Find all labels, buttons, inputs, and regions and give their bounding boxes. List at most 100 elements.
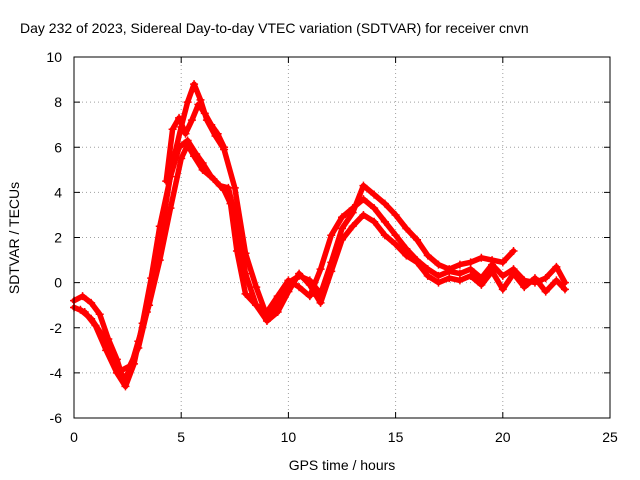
- data-point: [434, 260, 443, 269]
- x-tick-labels: 0 5 10 15 20 25: [70, 429, 618, 445]
- data-point: [305, 276, 314, 285]
- y-tick-label: -6: [50, 410, 63, 426]
- data-point: [241, 249, 250, 258]
- data-point: [520, 283, 529, 292]
- y-tick-label: 4: [54, 184, 62, 200]
- data-point: [196, 95, 205, 104]
- series-line: [77, 81, 517, 374]
- data-point: [220, 143, 229, 152]
- data-point: [142, 307, 151, 316]
- chart-title: Day 232 of 2023, Sidereal Day-to-day VTE…: [20, 20, 529, 36]
- data-point: [327, 231, 336, 240]
- data-point: [284, 278, 293, 287]
- data-point: [192, 150, 201, 159]
- data-point: [207, 120, 216, 129]
- data-point: [445, 274, 454, 283]
- data-point: [194, 100, 203, 109]
- data-point: [151, 265, 160, 274]
- data-point: [498, 271, 507, 280]
- y-tick-label: -2: [50, 320, 63, 336]
- data-point: [125, 362, 134, 371]
- data-point: [380, 231, 389, 240]
- x-tick-label: 15: [388, 429, 404, 445]
- data-point: [391, 240, 400, 249]
- y-tick-label: 8: [54, 94, 62, 110]
- data-point: [413, 258, 422, 267]
- data-point: [370, 190, 379, 199]
- data-point: [391, 210, 400, 219]
- data-point: [87, 298, 96, 307]
- data-point: [183, 98, 192, 107]
- data-point: [168, 125, 177, 134]
- data-point: [338, 213, 346, 222]
- data-point: [488, 256, 497, 265]
- series-4: [162, 100, 229, 186]
- data-point: [117, 366, 126, 375]
- data-point: [121, 382, 130, 391]
- axis-ticks: [73, 56, 611, 419]
- data-point: [95, 310, 104, 319]
- x-tick-label: 25: [602, 429, 618, 445]
- x-tick-label: 20: [495, 429, 511, 445]
- data-point: [348, 222, 357, 231]
- data-point: [466, 258, 475, 267]
- series-3: [76, 80, 518, 375]
- data-point: [455, 269, 464, 278]
- y-tick-label: 0: [54, 275, 62, 291]
- data-point: [97, 330, 106, 339]
- y-axis-label: SDTVAR / TECUs: [6, 182, 22, 294]
- data-point: [466, 265, 475, 274]
- data-point: [560, 285, 569, 294]
- data-point: [316, 289, 325, 298]
- data-point: [295, 271, 304, 280]
- data-point: [198, 159, 207, 168]
- data-point: [423, 271, 432, 280]
- data-point: [359, 181, 368, 190]
- data-point: [509, 247, 518, 256]
- y-tick-labels: -6 -4 -2 0 2 4 6 8 10: [46, 49, 62, 426]
- data-point: [273, 301, 282, 310]
- data-point: [230, 183, 239, 192]
- data-point: [455, 276, 464, 285]
- data-point: [187, 116, 196, 125]
- data-point: [434, 278, 443, 287]
- series-layer: [70, 80, 569, 391]
- data-point: [241, 269, 250, 278]
- data-point: [76, 305, 85, 314]
- data-point: [112, 368, 121, 377]
- data-point: [413, 235, 422, 244]
- y-tick-label: 10: [46, 49, 62, 65]
- data-point: [466, 271, 475, 280]
- data-point: [530, 274, 539, 283]
- data-point: [162, 177, 171, 186]
- data-point: [434, 271, 443, 280]
- data-point: [391, 231, 400, 240]
- data-point: [359, 210, 368, 219]
- data-point: [316, 265, 325, 274]
- y-tick-label: 2: [54, 230, 62, 246]
- data-point: [402, 224, 411, 233]
- data-point: [370, 217, 379, 226]
- data-point: [477, 280, 486, 289]
- x-axis-label: GPS time / hours: [289, 457, 396, 473]
- data-point: [477, 253, 486, 262]
- data-point: [295, 283, 304, 292]
- x-tick-label: 5: [177, 429, 185, 445]
- data-point: [552, 262, 561, 271]
- data-point: [213, 129, 222, 138]
- x-tick-label: 10: [281, 429, 297, 445]
- data-point: [541, 274, 550, 283]
- data-point: [316, 298, 325, 307]
- data-point: [445, 265, 454, 274]
- data-point: [509, 269, 518, 278]
- data-point: [134, 344, 143, 353]
- data-point: [552, 276, 561, 285]
- data-point: [380, 217, 389, 226]
- data-point: [455, 260, 464, 269]
- data-point: [252, 301, 261, 310]
- data-point: [370, 204, 379, 213]
- data-point: [175, 113, 184, 122]
- data-point: [108, 353, 117, 362]
- data-point: [305, 292, 314, 301]
- data-point: [348, 208, 357, 217]
